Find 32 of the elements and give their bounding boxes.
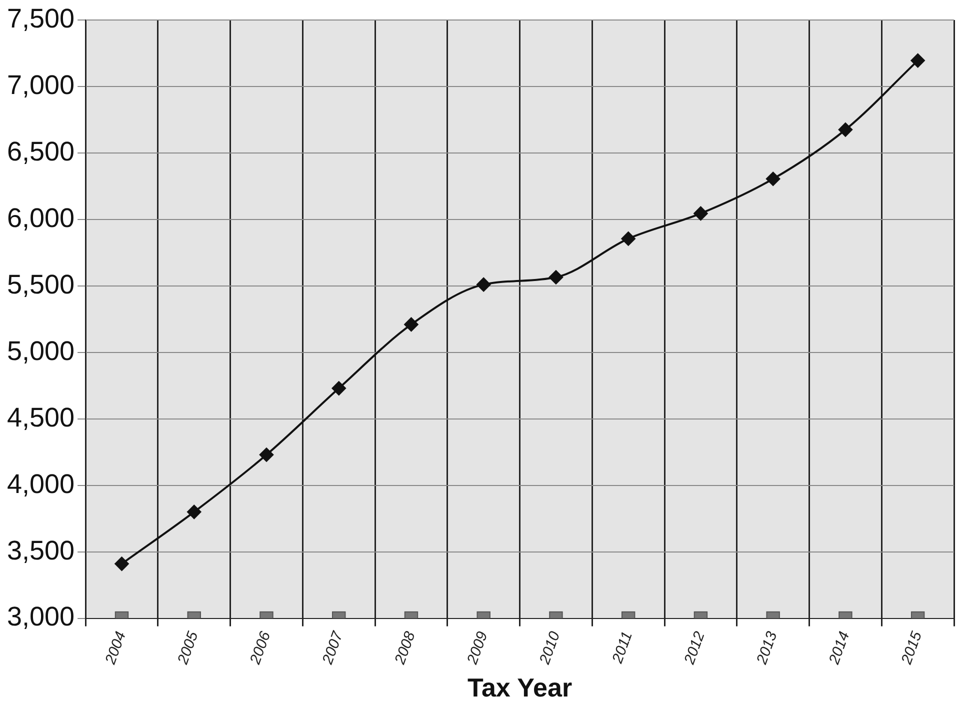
y-tick-label: 4,500 [6, 402, 75, 432]
x-tick-label: 2004 [102, 629, 130, 668]
point [404, 317, 418, 332]
point [766, 172, 780, 186]
y-tick-label: 7,500 [6, 3, 75, 34]
x-tick-label: 2015 [898, 628, 926, 668]
point [548, 270, 563, 284]
x-tick-label: 2008 [391, 628, 420, 668]
x-tick-label: 2012 [680, 628, 709, 668]
x-tick-label: 2010 [536, 628, 564, 668]
y-tick-label: 6,500 [6, 136, 75, 166]
y-tick-label: 5,500 [6, 269, 75, 300]
x-axis-title: Tax Year [467, 672, 572, 703]
point [476, 278, 491, 292]
point [838, 122, 852, 137]
x-tick-label: 2006 [246, 628, 274, 668]
y-tick-label: 6,000 [6, 202, 75, 233]
y-tick-label: 3,500 [6, 535, 75, 566]
point [694, 206, 708, 220]
y-tick-label: 3,000 [6, 602, 75, 632]
point [621, 232, 636, 246]
x-tick-label: 2009 [464, 628, 492, 668]
x-tick-label: 2014 [825, 629, 854, 668]
x-tick-label: 2005 [174, 628, 202, 668]
x-tick-label: 2011 [608, 629, 636, 666]
y-tick-label: 7,000 [6, 70, 75, 100]
y-tick-label: 4,000 [6, 468, 75, 499]
point [910, 54, 925, 68]
x-tick-label: 2013 [753, 628, 781, 668]
y-tick-label: 5,000 [6, 336, 75, 366]
point [332, 381, 346, 396]
x-tick-label: 2007 [318, 628, 347, 668]
